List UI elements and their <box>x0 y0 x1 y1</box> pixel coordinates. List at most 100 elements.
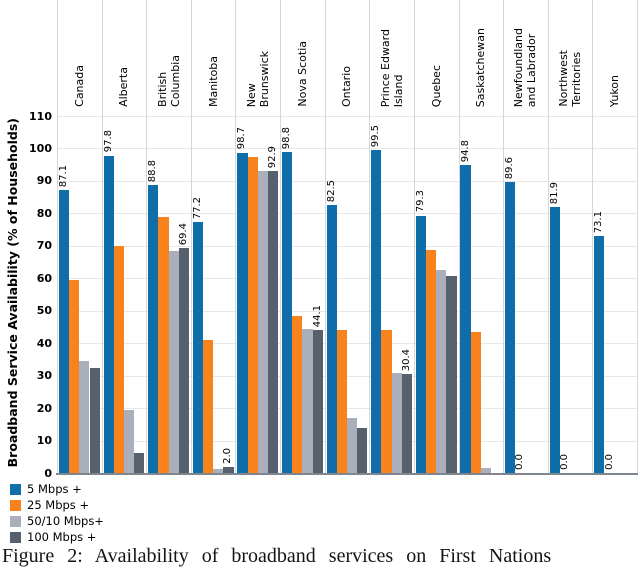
bar-value-label: 77.2 <box>191 197 203 220</box>
category-separator <box>413 0 415 473</box>
category-label-text: New Brunswick <box>244 50 271 107</box>
category-label: Saskatchewan <box>459 0 504 107</box>
bar-value-label: 88.8 <box>147 159 159 182</box>
category-separator <box>637 0 638 473</box>
bar <box>58 190 70 473</box>
category-separator <box>458 0 460 473</box>
bar-value-label: 69.4 <box>177 222 189 245</box>
legend-label: 25 Mbps + <box>27 498 90 512</box>
category-separator <box>592 0 594 473</box>
bar <box>237 152 248 473</box>
bar <box>202 339 214 473</box>
bar <box>415 215 427 473</box>
y-tick-label: 10 <box>36 434 52 448</box>
gridline <box>57 310 637 312</box>
bar-value-label: 99.5 <box>370 124 382 148</box>
category-label: Ontario <box>325 0 370 107</box>
bar-value-label: 89.6 <box>504 156 516 180</box>
y-tick-label: 40 <box>36 336 52 350</box>
category-label-text: British Columbia <box>155 55 182 107</box>
bar-value-label: 98.7 <box>236 127 248 150</box>
x-axis-line <box>56 473 638 475</box>
bar <box>326 205 337 473</box>
bar <box>281 152 293 473</box>
bar <box>446 276 457 473</box>
category-separator <box>235 0 237 473</box>
gridline <box>57 343 637 345</box>
bar <box>103 155 114 473</box>
y-tick-label: 80 <box>36 206 52 220</box>
bar <box>371 150 382 473</box>
bar-value-label: 0.0 <box>558 454 570 470</box>
legend: 5 Mbps + 25 Mbps + 50/10 Mbps+ 100 Mbps + <box>10 481 104 545</box>
bar-value-label: 44.1 <box>311 304 323 327</box>
y-tick-label: 30 <box>36 369 52 383</box>
bar <box>257 171 268 473</box>
bar-value-label: 87.1 <box>58 165 69 188</box>
bar-value-label: 79.3 <box>414 190 426 213</box>
bar <box>505 182 516 473</box>
legend-item: 100 Mbps + <box>10 529 104 545</box>
bar-value-label: 97.8 <box>102 130 114 153</box>
bar <box>247 156 258 473</box>
legend-label: 100 Mbps + <box>27 530 97 544</box>
bar <box>123 410 135 473</box>
bar <box>347 417 358 473</box>
y-tick-label: 60 <box>36 271 52 285</box>
bar <box>148 184 159 473</box>
bar <box>381 330 392 473</box>
category-label: Yukon <box>592 0 637 107</box>
bar <box>113 245 124 473</box>
legend-label: 50/10 Mbps+ <box>27 514 104 528</box>
bar-value-label: 81.9 <box>548 181 560 205</box>
bar <box>223 466 234 473</box>
bar <box>79 361 90 473</box>
category-label: New Brunswick <box>235 0 280 107</box>
category-separator <box>146 0 148 473</box>
y-tick-label: 50 <box>36 304 52 318</box>
bar <box>470 331 481 473</box>
category-label-text: Northwest Territories <box>557 50 584 107</box>
category-label-text: Prince Edward Island <box>378 28 405 107</box>
bar-value-label: 98.8 <box>281 127 293 150</box>
category-label: Newfoundland and Labrador <box>503 0 548 107</box>
bar <box>267 171 279 473</box>
y-tick-label: 90 <box>36 174 52 188</box>
category-label-text: Canada <box>72 65 86 107</box>
legend-swatch-icon <box>10 531 21 543</box>
category-label: British Columbia <box>146 0 191 107</box>
category-label: Manitoba <box>191 0 236 107</box>
gridline <box>57 180 637 182</box>
figure-caption: Figure 2: Availability of broadband serv… <box>2 545 552 567</box>
bar <box>168 251 179 473</box>
bar-value-label: 92.9 <box>267 146 279 169</box>
legend-item: 50/10 Mbps+ <box>10 513 104 529</box>
category-separator <box>57 0 58 473</box>
bar <box>391 373 402 473</box>
bar-value-label: 2.0 <box>222 447 234 464</box>
category-label-text: Newfoundland and Labrador <box>512 27 539 107</box>
category-label: Prince Edward Island <box>369 0 414 107</box>
gridline <box>57 148 637 150</box>
bar <box>134 452 145 473</box>
bar <box>69 279 80 473</box>
bar <box>192 222 203 473</box>
legend-item: 25 Mbps + <box>10 497 104 513</box>
category-label-text: Quebec <box>429 64 443 107</box>
category-separator <box>324 0 326 473</box>
category-separator <box>190 0 192 473</box>
bar <box>401 374 412 473</box>
legend-swatch-icon <box>10 515 21 527</box>
category-label-text: Nova Scotia <box>295 41 309 107</box>
category-label: Alberta <box>102 0 147 107</box>
legend-swatch-icon <box>10 499 21 511</box>
category-separator <box>369 0 371 473</box>
bar <box>594 235 605 473</box>
y-tick-label: 20 <box>36 401 52 415</box>
category-label-text: Manitoba <box>206 55 220 107</box>
bar <box>357 427 368 473</box>
bar <box>480 468 492 473</box>
category-label-text: Ontario <box>340 66 354 107</box>
bar <box>213 469 224 473</box>
legend-label: 5 Mbps + <box>27 482 82 496</box>
